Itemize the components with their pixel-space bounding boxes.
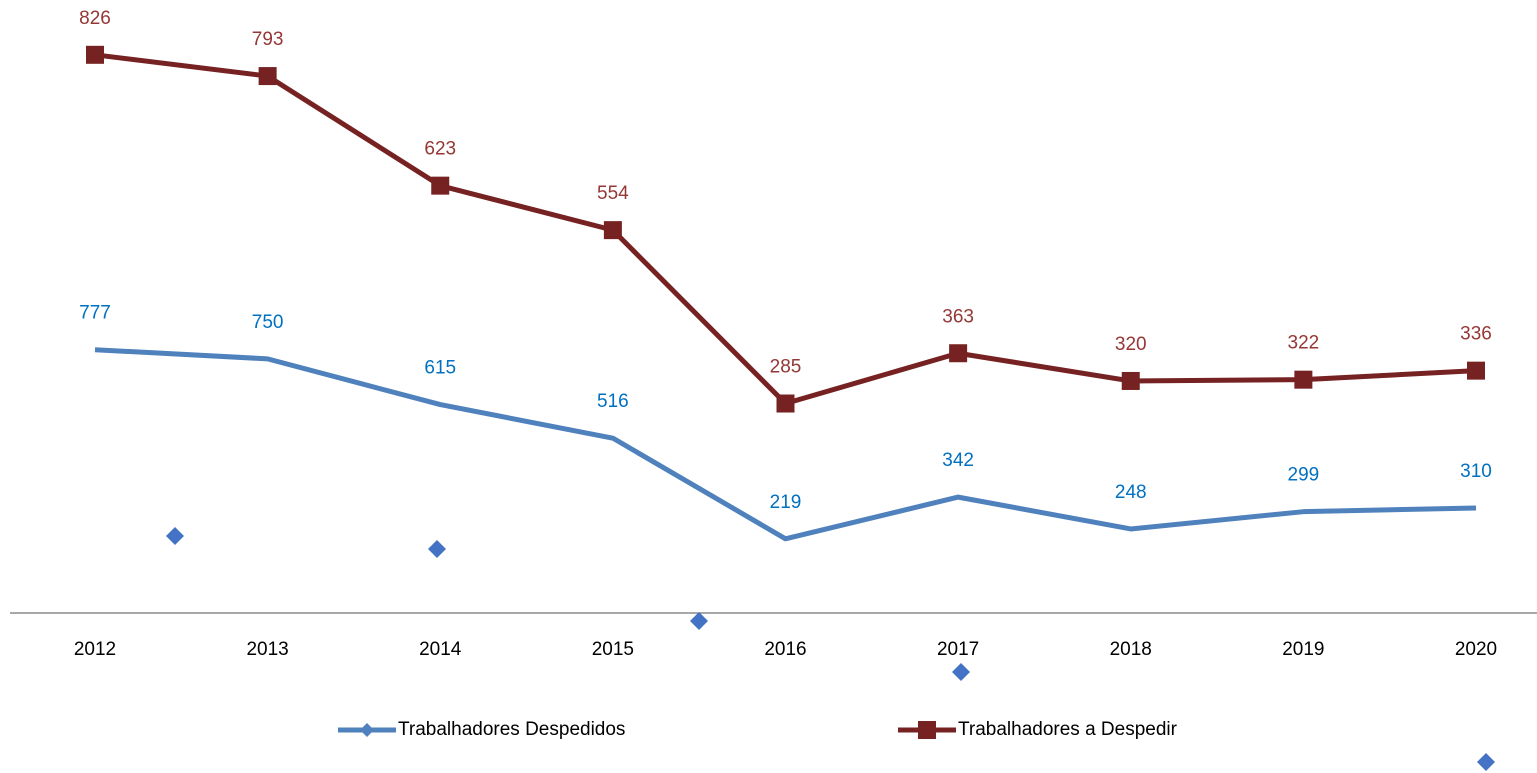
- data-label: 750: [252, 312, 284, 333]
- point-marker: [1294, 370, 1313, 389]
- x-tick-label: 2013: [246, 639, 288, 660]
- data-label: 310: [1460, 461, 1492, 482]
- legend-marker: [360, 723, 374, 737]
- point-marker: [86, 45, 104, 64]
- data-label: 615: [424, 358, 456, 379]
- data-label: 322: [1288, 333, 1320, 354]
- point-marker: [1467, 361, 1485, 380]
- series-line: [94, 347, 1477, 542]
- legend-marker: [918, 721, 936, 739]
- x-tick-label: 2017: [937, 639, 979, 660]
- data-label: 320: [1115, 334, 1147, 355]
- data-label: 299: [1288, 465, 1320, 486]
- data-label: 248: [1115, 482, 1147, 503]
- stray-marker: [690, 612, 708, 630]
- data-label: 826: [79, 8, 111, 29]
- x-tick-label: 2020: [1455, 639, 1497, 660]
- x-tick-label: 2012: [74, 639, 116, 660]
- data-label: 623: [424, 139, 456, 160]
- x-tick-label: 2014: [419, 639, 462, 660]
- data-label: 285: [770, 357, 802, 378]
- data-label: 516: [597, 391, 629, 412]
- series-line: [94, 52, 1477, 407]
- stray-marker: [952, 663, 970, 681]
- point-marker: [949, 344, 968, 363]
- data-label: 342: [942, 450, 974, 471]
- data-label: 777: [79, 303, 111, 324]
- x-tick-label: 2018: [1110, 639, 1152, 660]
- x-tick-label: 2019: [1282, 639, 1324, 660]
- x-tick-label: 2016: [764, 639, 806, 660]
- point-marker: [1121, 371, 1140, 390]
- data-label: 336: [1460, 324, 1492, 345]
- legend-label: Trabalhadores a Despedir: [958, 719, 1178, 740]
- point-marker: [431, 176, 450, 195]
- stray-marker: [166, 527, 184, 545]
- x-tick-label: 2015: [592, 639, 634, 660]
- data-label: 363: [942, 306, 974, 327]
- point-marker: [258, 67, 277, 86]
- data-label: 219: [770, 492, 802, 513]
- data-label: 793: [252, 29, 284, 50]
- stray-markers: [166, 527, 1495, 771]
- stray-marker: [428, 540, 446, 558]
- legend-label: Trabalhadores Despedidos: [398, 719, 625, 740]
- point-marker: [776, 394, 795, 413]
- data-label: 554: [597, 183, 629, 204]
- point-marker: [603, 221, 622, 240]
- stray-marker: [1477, 753, 1495, 771]
